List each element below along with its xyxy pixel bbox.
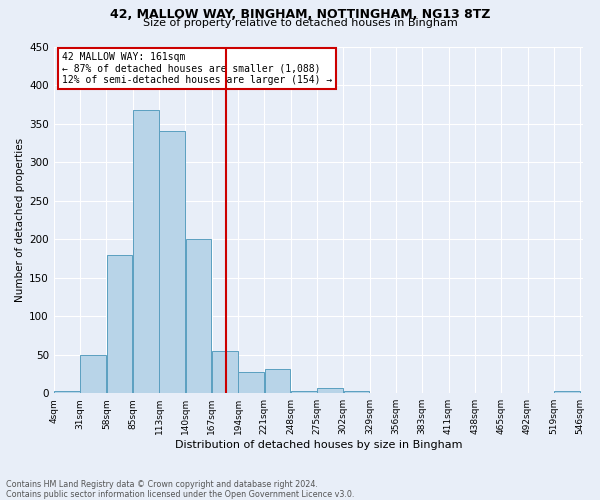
Bar [54, 391, 80, 393]
Bar [159, 132, 185, 393]
Text: 42 MALLOW WAY: 161sqm
← 87% of detached houses are smaller (1,088)
12% of semi-d: 42 MALLOW WAY: 161sqm ← 87% of detached … [62, 52, 332, 85]
Y-axis label: Number of detached properties: Number of detached properties [15, 138, 25, 302]
Bar [554, 391, 580, 393]
Text: 42, MALLOW WAY, BINGHAM, NOTTINGHAM, NG13 8TZ: 42, MALLOW WAY, BINGHAM, NOTTINGHAM, NG1… [110, 8, 490, 20]
Bar [133, 110, 159, 393]
Bar [107, 254, 133, 393]
Text: Size of property relative to detached houses in Bingham: Size of property relative to detached ho… [143, 18, 457, 28]
Bar [80, 356, 106, 393]
Bar [344, 391, 370, 393]
Text: Contains HM Land Registry data © Crown copyright and database right 2024.
Contai: Contains HM Land Registry data © Crown c… [6, 480, 355, 499]
Bar [317, 388, 343, 393]
Bar [291, 391, 317, 393]
X-axis label: Distribution of detached houses by size in Bingham: Distribution of detached houses by size … [175, 440, 462, 450]
Bar [265, 368, 290, 393]
Bar [212, 351, 238, 393]
Bar [238, 372, 264, 393]
Bar [185, 239, 211, 393]
